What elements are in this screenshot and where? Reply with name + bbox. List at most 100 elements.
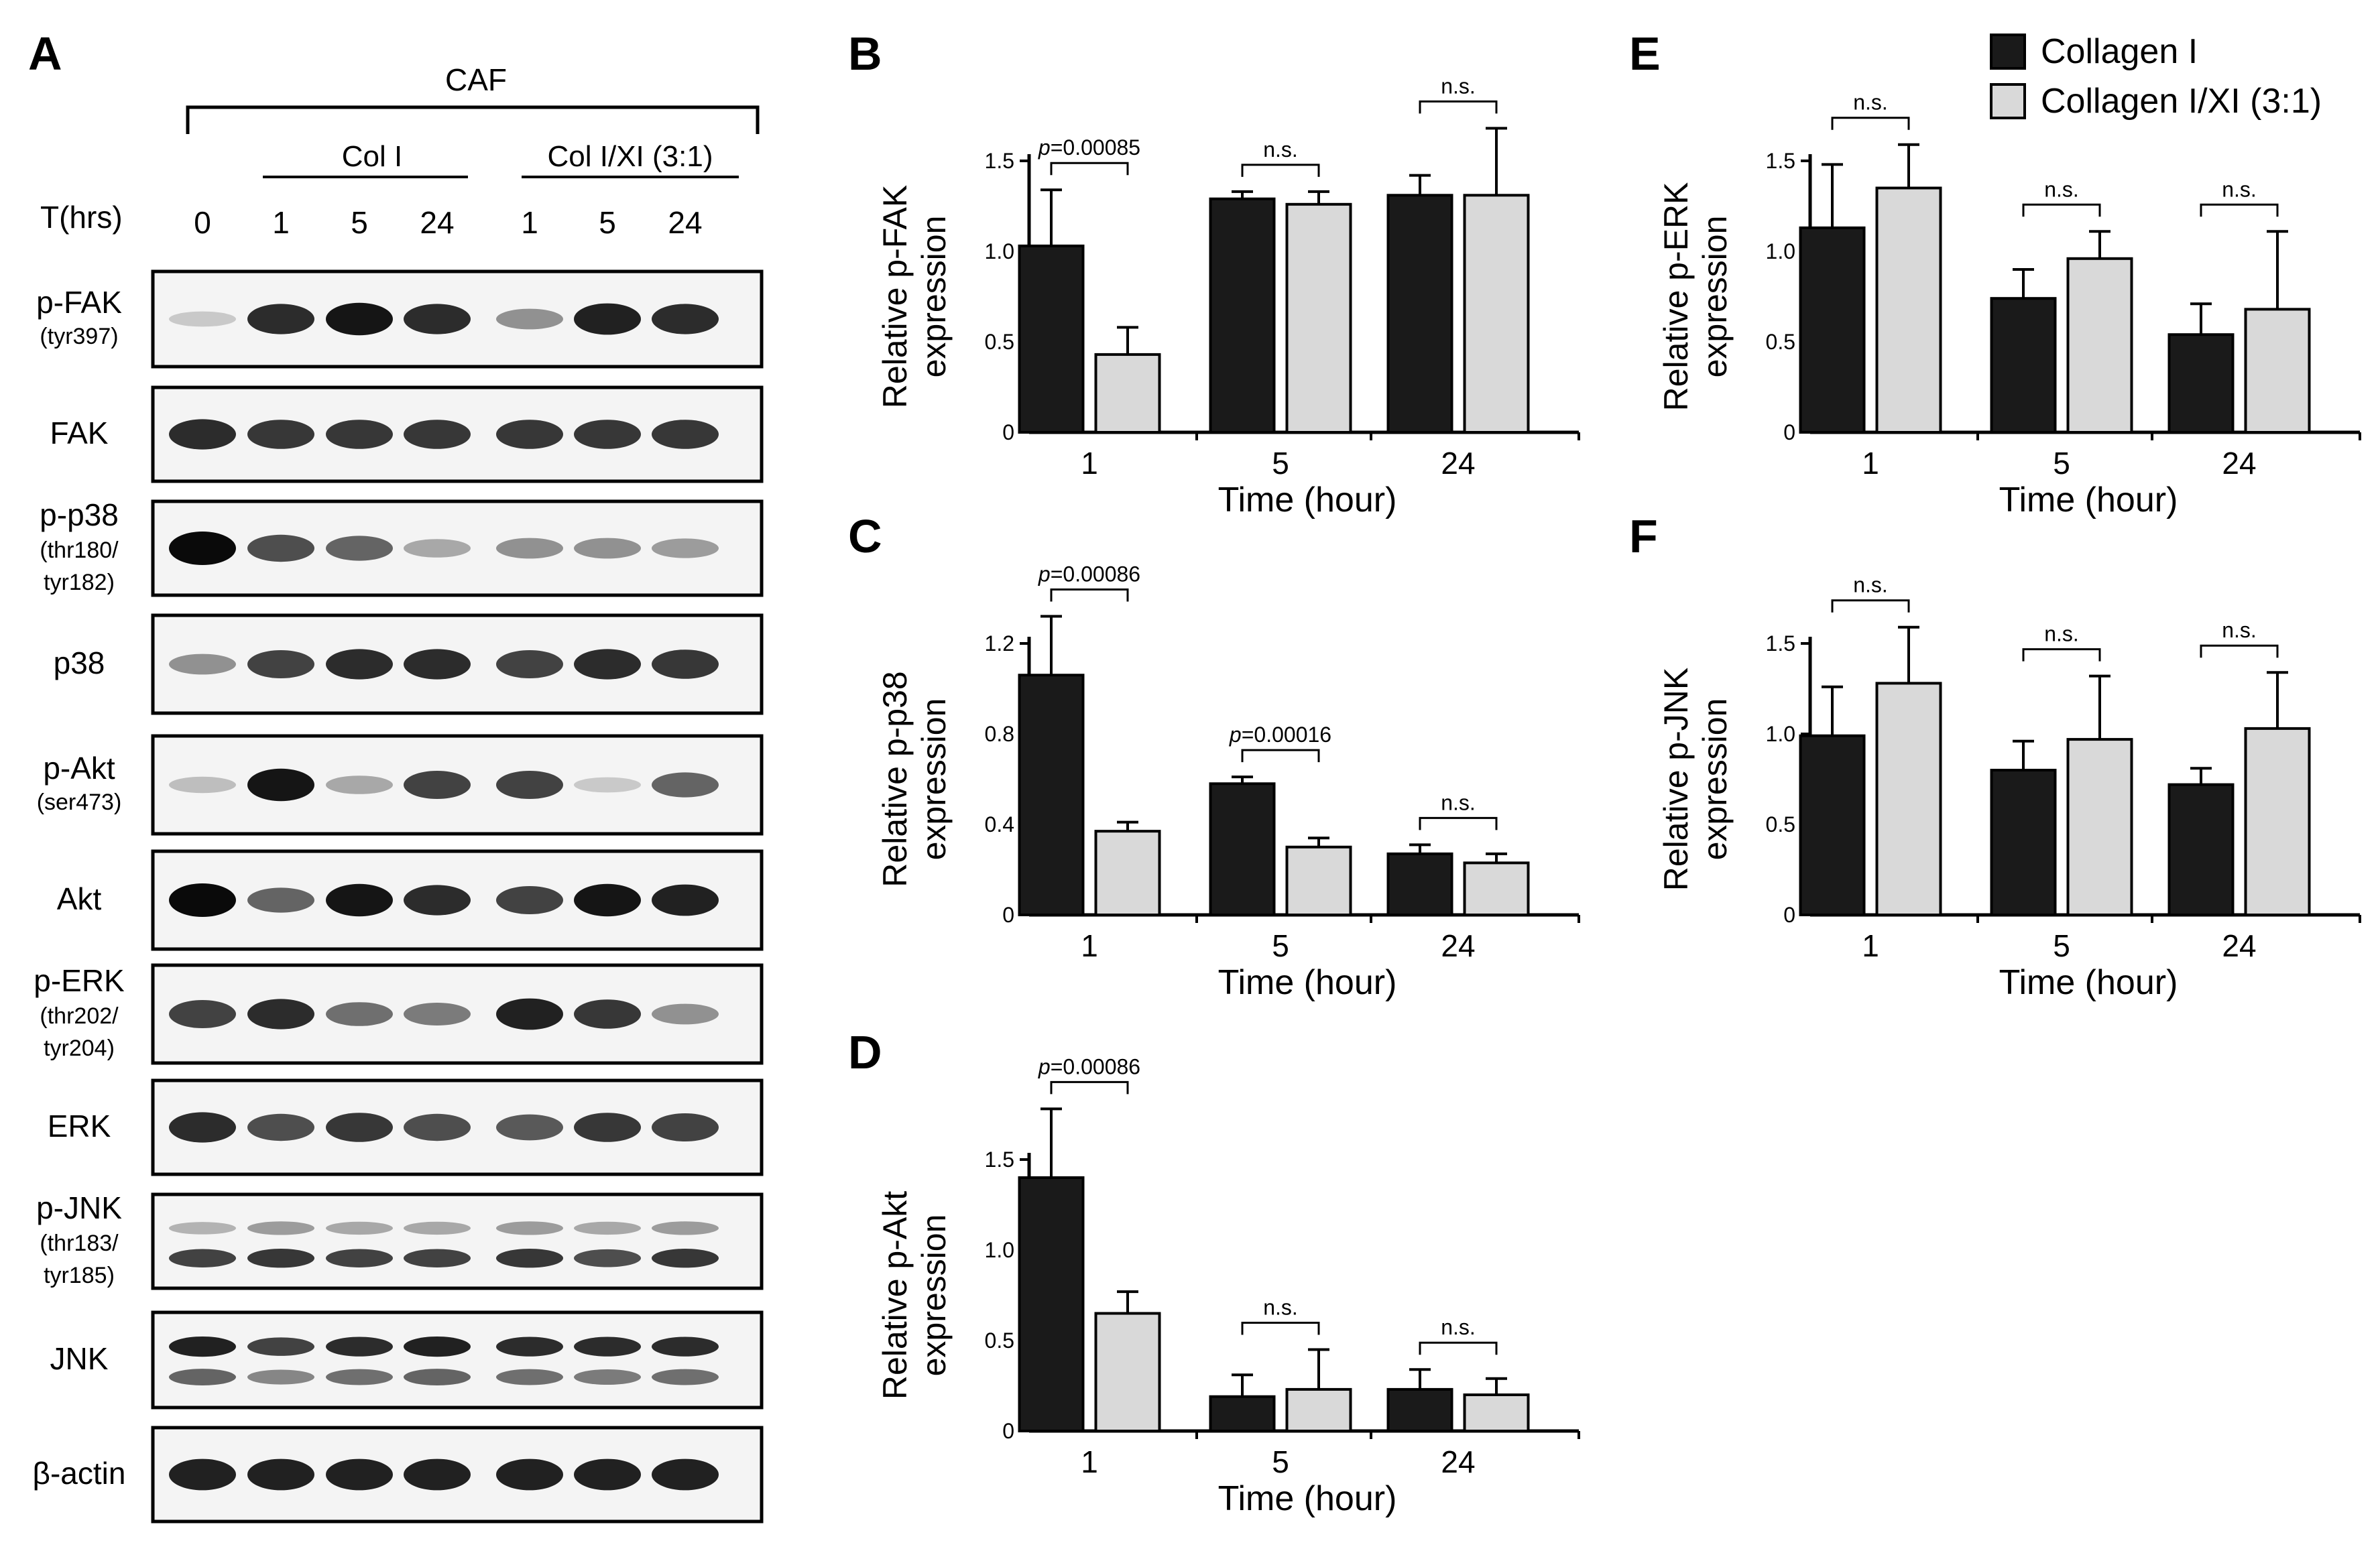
blot-band — [496, 1336, 563, 1357]
bar — [1386, 852, 1453, 916]
blot-band — [247, 304, 314, 334]
blot-band — [404, 771, 471, 799]
y-axis-label-group: Relative p-ERK expression — [1657, 182, 1734, 412]
blot-band — [404, 1336, 471, 1357]
blot-band — [496, 308, 563, 330]
blot-row-label: (thr202/ — [40, 1003, 119, 1029]
blot-band — [169, 1000, 236, 1028]
y-tick-label: 1.5 — [985, 149, 1014, 173]
blot-band — [574, 1249, 641, 1267]
x-tick-label: 5 — [1272, 928, 1289, 963]
bar — [1209, 782, 1276, 916]
significance-bracket — [2022, 203, 2101, 217]
bar — [1875, 186, 1942, 434]
x-tick-label: 24 — [2222, 928, 2256, 963]
y-tick-label: 1.0 — [1766, 722, 1795, 746]
blot-band — [652, 1221, 719, 1235]
blot-band — [496, 1249, 563, 1268]
blot-band — [652, 1113, 719, 1141]
x-tick-label: 24 — [2222, 446, 2256, 481]
blot-band — [326, 1113, 393, 1142]
blot-band — [574, 1336, 641, 1357]
legend-swatch-collagen-i-xi — [1990, 83, 2026, 119]
y-axis-label-group: Relative p-Akt expression — [876, 1191, 953, 1400]
bar — [1094, 353, 1161, 434]
y-tick-label: 0 — [1783, 903, 1795, 927]
blot-band — [496, 1369, 563, 1385]
blot-band — [326, 536, 393, 561]
y-tick-label: 0.5 — [985, 1328, 1014, 1353]
x-tick-label: 5 — [1272, 1444, 1289, 1479]
x-tick-label: 1 — [1081, 1444, 1098, 1479]
bar — [2244, 727, 2311, 916]
blot-band — [404, 304, 471, 334]
bar — [1094, 1312, 1161, 1432]
y-axis-label-group: Relative p-JNK expression — [1657, 668, 1734, 891]
bar — [1799, 226, 1866, 434]
y-tick-label: 1.0 — [985, 239, 1014, 263]
bar — [1990, 769, 2057, 916]
bar — [1094, 830, 1161, 916]
bar — [1386, 194, 1453, 434]
significance-bracket — [2200, 203, 2279, 217]
blot-band — [404, 1249, 471, 1267]
blot-row-label: p38 — [54, 645, 105, 680]
blot-row — [151, 1426, 764, 1523]
panel-letter-e: E — [1629, 27, 1661, 80]
blot-band — [652, 884, 719, 916]
blot-row-label: Akt — [57, 881, 102, 916]
significance-label: n.s. — [2222, 618, 2257, 642]
blot-row-label: p-JNK — [36, 1190, 122, 1225]
bar — [1018, 1176, 1085, 1432]
bar — [1875, 682, 1942, 916]
y-axis-label: expression — [915, 1215, 953, 1377]
blot-row-label: (tyr397) — [40, 324, 118, 349]
bar — [1463, 1393, 1530, 1432]
bar — [2167, 783, 2235, 916]
panel-letter-a: A — [28, 27, 62, 80]
significance-bracket — [1050, 1080, 1129, 1095]
lane-label: 0 — [194, 205, 211, 240]
blot-band — [326, 883, 393, 917]
blot-row — [151, 613, 764, 715]
blot-band — [574, 649, 641, 680]
significance-label: n.s. — [1263, 1296, 1298, 1320]
lane-label: 1 — [521, 205, 538, 240]
blot-row — [151, 963, 764, 1065]
significance-label: n.s. — [1853, 573, 1888, 597]
bar — [1285, 1387, 1352, 1432]
blot-band — [247, 420, 314, 449]
blot-band — [247, 999, 314, 1030]
blot-band — [169, 311, 236, 327]
blot-band — [652, 1003, 719, 1025]
blot-band — [404, 1369, 471, 1385]
x-tick-label: 24 — [1441, 928, 1475, 963]
y-tick-label: 1.5 — [1766, 631, 1795, 656]
x-axis-label: Time (hour) — [1218, 1479, 1397, 1518]
blot-band — [326, 649, 393, 680]
blot-band — [404, 649, 471, 680]
y-tick-label: 0 — [1002, 420, 1014, 444]
blot-row-label: FAK — [50, 416, 109, 450]
significance-bracket — [1419, 100, 1498, 114]
significance-bracket — [2022, 648, 2101, 662]
blot-band — [574, 420, 641, 449]
blot-band — [574, 1458, 641, 1491]
blot-band — [404, 1221, 471, 1235]
blot-band — [652, 1369, 719, 1385]
blot-row — [151, 385, 764, 483]
y-tick-label: 1.5 — [985, 1147, 1014, 1172]
blot-band — [496, 650, 563, 678]
blot-band — [247, 1369, 314, 1385]
blot-band — [326, 775, 393, 794]
legend: Collagen I Collagen I/XI (3:1) — [1990, 27, 2322, 126]
blot-band — [169, 1458, 236, 1491]
blot-row-label: tyr185) — [44, 1263, 115, 1288]
significance-label: n.s. — [1263, 137, 1298, 162]
blot-band — [247, 1249, 314, 1268]
significance-bracket — [1241, 164, 1320, 177]
significance-bracket — [1050, 588, 1129, 602]
y-tick-label: 0.5 — [1766, 812, 1795, 836]
chart-p-akt: 0 0.5 1.0 1.5 Relative p-Akt expression 1 5 24 Ti… — [876, 1054, 1580, 1518]
blot-band — [247, 1113, 314, 1141]
